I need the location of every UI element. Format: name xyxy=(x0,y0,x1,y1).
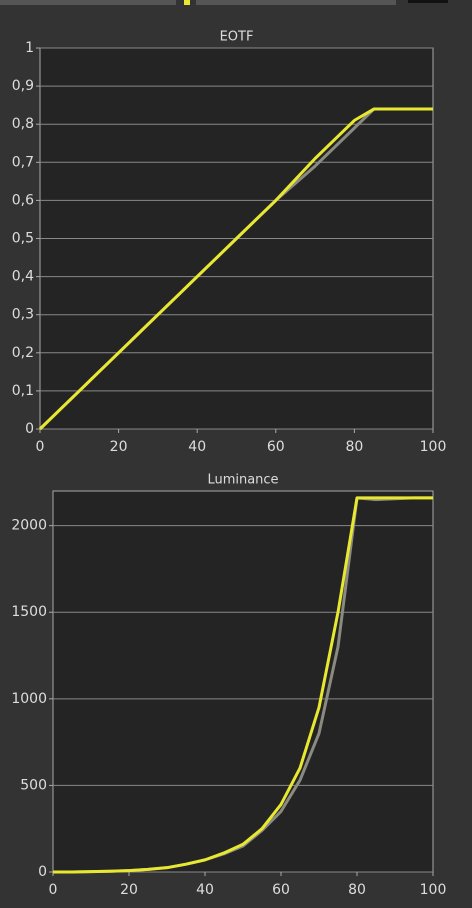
series-line xyxy=(38,107,433,431)
x-tick-label: 80 xyxy=(348,882,366,898)
x-tick-label: 20 xyxy=(120,882,138,898)
tab xyxy=(0,0,176,5)
plot-area xyxy=(52,490,434,873)
y-tick-label: 0,1 xyxy=(12,383,34,399)
y-tick-label: 500 xyxy=(20,777,47,793)
x-tick-label: 0 xyxy=(36,439,45,455)
x-tick-label: 60 xyxy=(267,439,285,455)
x-tick-label: 40 xyxy=(196,882,214,898)
x-tick-label: 0 xyxy=(49,882,58,898)
y-tick-label: 1500 xyxy=(11,604,47,620)
y-tick-label: 2000 xyxy=(11,518,47,534)
y-tick-label: 0,7 xyxy=(12,154,34,170)
y-tick-label: 0,3 xyxy=(12,307,34,323)
y-tick-label: 0,4 xyxy=(12,269,34,285)
x-tick-label: 100 xyxy=(420,882,447,898)
y-tick-label: 0,6 xyxy=(12,192,34,208)
y-tick-label: 1 xyxy=(25,40,34,56)
tab xyxy=(196,0,396,5)
chart-title: Luminance xyxy=(207,473,278,488)
x-tick-label: 80 xyxy=(345,439,363,455)
y-tick-label: 0,5 xyxy=(12,231,34,247)
y-tick-label: 0 xyxy=(38,864,47,880)
series-line xyxy=(53,496,433,874)
y-tick-label: 0,2 xyxy=(12,345,34,361)
y-tick-label: 0,9 xyxy=(12,78,34,94)
y-tick-label: 0 xyxy=(25,421,34,437)
tab-marker xyxy=(184,0,190,5)
chart-title: EOTF xyxy=(220,30,254,45)
y-tick-label: 0,8 xyxy=(12,116,34,132)
tab xyxy=(408,0,448,3)
x-tick-label: 40 xyxy=(188,439,206,455)
x-tick-label: 100 xyxy=(420,439,447,455)
x-tick-label: 60 xyxy=(272,882,290,898)
y-tick-label: 1000 xyxy=(11,691,47,707)
x-tick-label: 20 xyxy=(110,439,128,455)
